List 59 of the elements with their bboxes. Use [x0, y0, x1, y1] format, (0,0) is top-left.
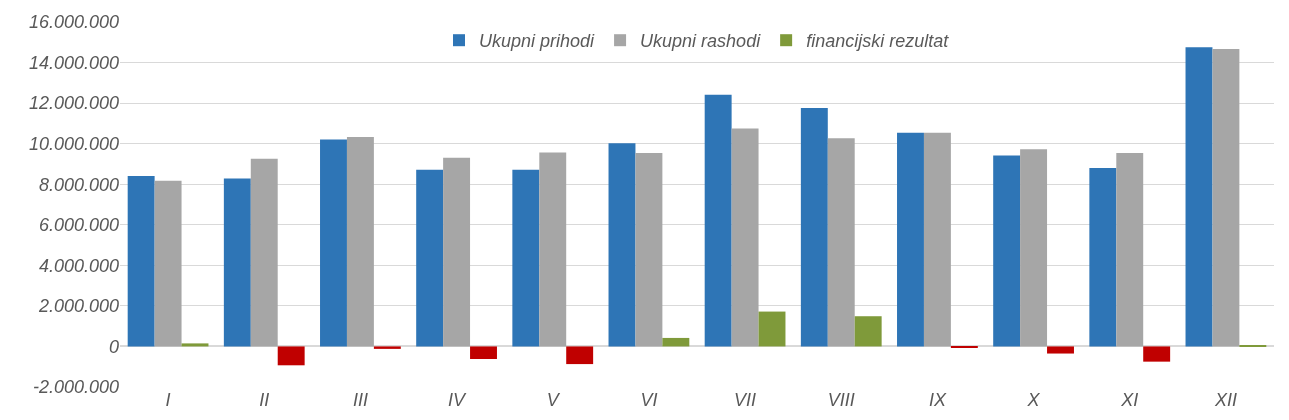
- y-tick-label: 14.000.000: [28, 52, 119, 73]
- y-tick-label: 6.000.000: [38, 215, 119, 236]
- bar: [731, 128, 759, 347]
- x-tick-label: V: [546, 390, 561, 410]
- x-tick-label: X: [1026, 390, 1041, 410]
- bar: [346, 136, 374, 347]
- bar: [635, 152, 663, 347]
- bar: [154, 180, 182, 347]
- bar: [416, 169, 444, 347]
- bar: [923, 132, 951, 347]
- bar: [373, 346, 401, 349]
- legend-label: Ukupni prihodi: [479, 31, 596, 52]
- bar: [1047, 346, 1074, 354]
- x-tick-label: VII: [734, 390, 757, 410]
- y-tick-label: 2.000.000: [37, 296, 119, 317]
- bar: [827, 138, 855, 347]
- bar: [758, 311, 786, 347]
- x-tick-label: VIII: [827, 390, 855, 410]
- y-tick-label: 0: [108, 336, 119, 357]
- bar: [223, 178, 251, 347]
- bar: [1185, 47, 1213, 347]
- bar: [993, 155, 1021, 347]
- bar: [443, 157, 471, 347]
- y-tick-label: 16.000.000: [28, 12, 119, 33]
- bar: [1089, 168, 1117, 347]
- x-tick-label: I: [165, 390, 171, 410]
- bar: [539, 152, 567, 347]
- bar: [662, 337, 690, 347]
- x-tick-label: XII: [1213, 390, 1237, 410]
- bar: [566, 346, 594, 365]
- y-tick-label: 4.000.000: [38, 255, 119, 276]
- x-tick-label: IX: [928, 390, 947, 410]
- bar: [250, 158, 278, 347]
- bar: [277, 346, 305, 366]
- x-tick-label: XI: [1120, 390, 1139, 410]
- y-tick-label: 10.000.000: [28, 133, 119, 154]
- bar: [181, 343, 209, 347]
- y-tick-label: 12.000.000: [28, 93, 119, 114]
- bar: [1020, 149, 1048, 347]
- legend-label: financijski rezultat: [806, 31, 950, 52]
- bar: [608, 143, 636, 347]
- bar: [854, 316, 882, 347]
- x-tick-label: IV: [448, 390, 468, 410]
- x-tick-label: VI: [640, 390, 658, 410]
- bar: [897, 132, 924, 347]
- bar: [800, 107, 828, 347]
- bar: [470, 346, 497, 360]
- x-tick-label: III: [352, 390, 368, 410]
- bar: [1116, 152, 1144, 347]
- y-tick-label: 8.000.000: [38, 174, 119, 195]
- y-tick-label: -2.000.000: [32, 377, 119, 398]
- x-tick-label: II: [259, 390, 270, 410]
- legend-label: Ukupni rashodi: [640, 31, 762, 52]
- bar: [127, 176, 155, 347]
- bar: [704, 94, 732, 347]
- bar: [1143, 346, 1171, 362]
- bar: [1212, 48, 1240, 347]
- bar: [512, 169, 540, 347]
- bar: [320, 139, 347, 347]
